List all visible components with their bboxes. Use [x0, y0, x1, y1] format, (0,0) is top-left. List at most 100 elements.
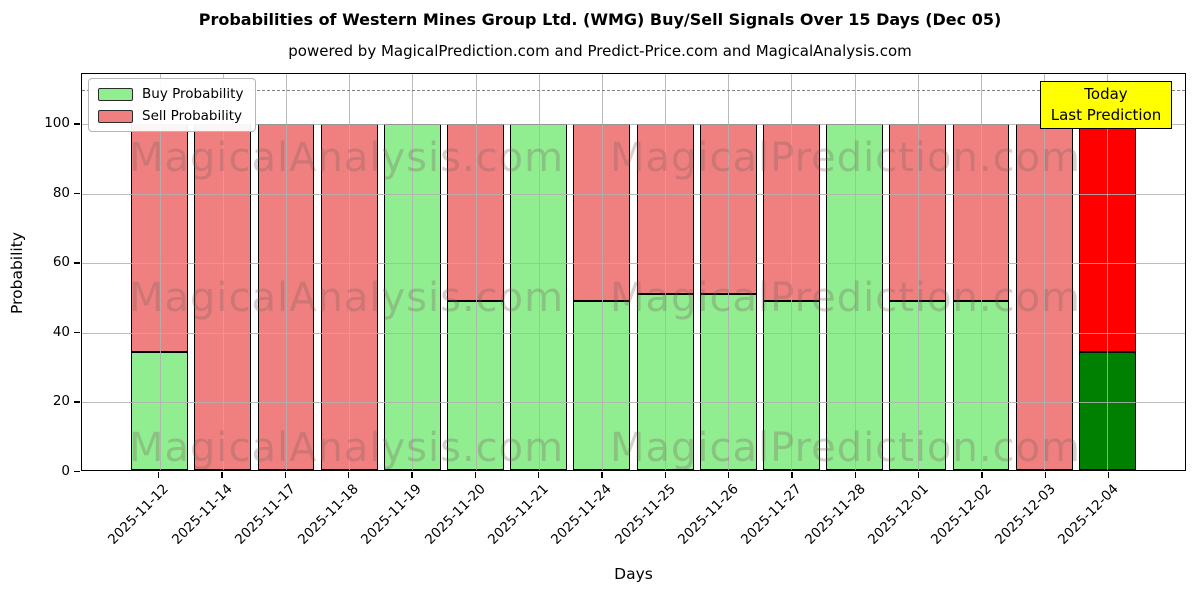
buy-segment-2025-11-12 [131, 352, 189, 470]
x-tick-label-2025-11-20: 2025-11-20 [421, 481, 489, 548]
x-tick-mark-2025-11-27 [791, 472, 793, 478]
watermark-text: MagicalAnalysis.com [129, 275, 565, 321]
x-tick-label-2025-11-27: 2025-11-27 [738, 481, 806, 548]
sell-segment-2025-12-04 [1078, 124, 1136, 353]
buy-segment-2025-12-04 [1078, 352, 1136, 470]
x-tick-mark-2025-12-01 [917, 472, 920, 478]
sell-segment-2025-11-25 [636, 124, 694, 294]
bar-2025-11-25 [636, 124, 694, 470]
gridline-y-60 [82, 263, 1185, 265]
gridline-x-2025-11-21 [538, 74, 540, 470]
gridline-x-2025-11-26 [728, 74, 730, 470]
x-tick-mark-2025-11-14 [221, 472, 223, 478]
legend-label-sell: Sell Probability [142, 108, 243, 124]
x-tick-label-2025-11-18: 2025-11-18 [295, 481, 362, 548]
x-tick-mark-2025-12-02 [981, 472, 983, 478]
bar-2025-11-12 [131, 124, 189, 470]
legend-item-sell: Sell Probability [98, 108, 243, 124]
x-tick-label-2025-12-01: 2025-12-01 [864, 481, 932, 548]
y-tick-label-20: 20 [52, 393, 70, 410]
y-tick-mark-80 [74, 192, 80, 195]
bar-slot-2025-11-14 [191, 74, 254, 470]
sell-segment-2025-11-26 [699, 124, 757, 294]
watermark-text: MagicalPrediction.com [610, 425, 1081, 471]
bar-slot-2025-11-12 [128, 74, 191, 470]
gridline-x-2025-12-02 [981, 74, 983, 470]
bar-2025-11-14 [194, 124, 252, 470]
bar-2025-11-17 [257, 124, 315, 470]
bar-2025-12-03 [1015, 124, 1073, 470]
bar-slot-2025-11-20 [444, 74, 507, 470]
today-annotation-box: Today Last Prediction [1040, 81, 1172, 129]
buy-segment-2025-11-26 [699, 293, 757, 470]
x-tick-mark-2025-12-03 [1044, 472, 1046, 478]
y-tick-mark-60 [74, 262, 80, 264]
gridline-x-2025-11-20 [475, 74, 477, 470]
bars-container [82, 74, 1185, 470]
y-tick-mark-0 [74, 471, 80, 473]
sell-segment-2025-11-20 [447, 124, 504, 301]
y-tick-mark-40 [74, 331, 80, 334]
y-tick-label-0: 0 [61, 463, 70, 479]
sell-segment-2025-11-17 [257, 124, 315, 470]
bar-2025-11-27 [763, 124, 820, 470]
x-tick-label-2025-11-26: 2025-11-26 [674, 481, 742, 548]
sell-segment-2025-11-24 [573, 124, 631, 301]
bar-slot-2025-11-28 [823, 74, 886, 470]
x-axis-title: Days [614, 565, 653, 583]
buy-segment-2025-11-28 [826, 124, 884, 470]
gridline-x-2025-12-04 [1107, 74, 1109, 470]
bar-slot-2025-12-02 [949, 74, 1012, 470]
bar-slot-2025-11-24 [570, 74, 633, 470]
gridline-x-2025-11-18 [349, 74, 351, 470]
watermark-text: MagicalAnalysis.com [129, 425, 565, 471]
gridline-x-2025-11-14 [222, 74, 224, 470]
gridline-y-100 [82, 124, 1185, 126]
bar-2025-11-20 [447, 124, 504, 470]
y-tick-label-40: 40 [52, 323, 70, 340]
gridline-x-2025-11-25 [665, 74, 667, 470]
x-tick-label-2025-11-28: 2025-11-28 [801, 481, 869, 548]
sell-segment-2025-12-01 [889, 124, 947, 301]
gridline-y-20 [82, 402, 1185, 404]
gridline-y-40 [82, 332, 1185, 334]
watermark-text: MagicalPrediction.com [610, 135, 1081, 181]
chart-title: Probabilities of Western Mines Group Ltd… [198, 10, 1002, 29]
today-annotation-line2: Last Prediction [1050, 106, 1162, 124]
gridline-x-2025-12-01 [917, 74, 919, 470]
bar-2025-12-01 [889, 124, 947, 470]
gridline-x-2025-11-28 [854, 74, 856, 470]
x-tick-mark-2025-11-26 [727, 472, 730, 478]
gridline-x-2025-11-19 [412, 74, 414, 470]
sell-segment-2025-12-02 [952, 124, 1010, 301]
bar-2025-11-28 [826, 124, 884, 470]
x-tick-mark-2025-11-20 [474, 472, 477, 478]
x-tick-label-2025-11-25: 2025-11-25 [611, 481, 679, 548]
y-tick-label-80: 80 [52, 184, 70, 201]
x-tick-label-2025-11-17: 2025-11-17 [231, 481, 299, 548]
gridline-x-2025-11-12 [159, 74, 161, 470]
buy-segment-2025-11-20 [447, 300, 504, 470]
plot-area: MagicalAnalysis.com MagicalPrediction.com… [81, 73, 1186, 471]
gridline-y-80 [82, 193, 1185, 195]
bar-2025-11-19 [383, 124, 441, 470]
x-tick-mark-2025-12-04 [1107, 472, 1110, 478]
bar-slot-2025-12-04 [1076, 74, 1139, 470]
chart-subtitle: powered by MagicalPrediction.com and Pre… [288, 42, 912, 60]
bar-slot-2025-11-19 [381, 74, 444, 470]
x-tick-label-2025-11-12: 2025-11-12 [105, 481, 172, 548]
legend-item-buy: Buy Probability [98, 86, 243, 102]
bar-slot-2025-12-01 [886, 74, 949, 470]
gridline-x-2025-11-27 [791, 74, 793, 470]
bar-slot-2025-11-27 [760, 74, 823, 470]
x-tick-mark-2025-11-12 [158, 472, 160, 478]
buy-segment-2025-11-19 [383, 124, 441, 470]
bar-slot-2025-11-21 [507, 74, 570, 470]
legend: Buy Probability Sell Probability [88, 78, 257, 132]
x-tick-mark-2025-11-19 [411, 472, 413, 478]
bar-slot-2025-11-25 [634, 74, 697, 470]
legend-label-buy: Buy Probability [142, 86, 244, 102]
x-tick-label-2025-12-04: 2025-12-04 [1054, 481, 1122, 548]
gridline-x-2025-12-03 [1044, 74, 1046, 470]
bar-slot-2025-11-26 [697, 74, 760, 470]
